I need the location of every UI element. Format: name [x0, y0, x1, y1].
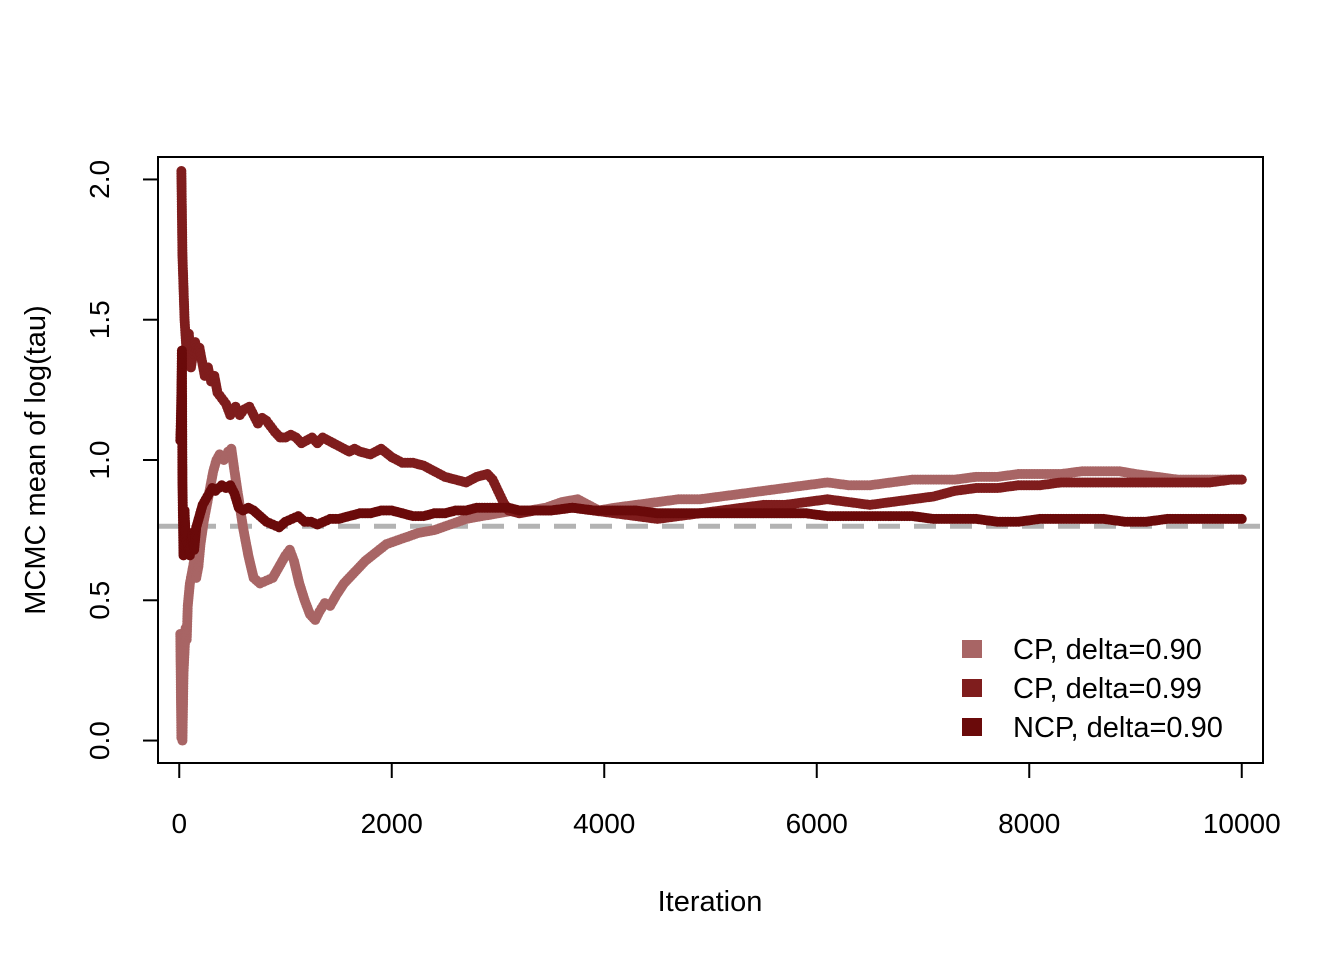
y-tick-label: 1.0: [84, 441, 115, 480]
x-tick-label: 10000: [1203, 808, 1281, 839]
legend-label: CP, delta=0.90: [1013, 634, 1202, 666]
y-tick-label: 0.0: [84, 721, 115, 760]
x-tick-label: 4000: [573, 808, 635, 839]
x-tick-label: 8000: [998, 808, 1060, 839]
legend-label: CP, delta=0.99: [1013, 673, 1202, 705]
legend: CP, delta=0.90 CP, delta=0.99 NCP, delta=0…: [962, 634, 1223, 744]
x-tick-label: 0: [171, 808, 187, 839]
legend-swatch: [962, 640, 982, 658]
data-point: [1236, 474, 1247, 485]
legend-label: NCP, delta=0.90: [1013, 712, 1223, 744]
x-tick-label: 6000: [786, 808, 848, 839]
y-tick-label: 2.0: [84, 160, 115, 199]
series-1: [175, 443, 1247, 746]
y-axis-title: MCMC mean of log(tau): [20, 305, 52, 614]
series-3: [175, 345, 1247, 561]
y-tick-label: 0.5: [84, 581, 115, 620]
data-point: [1236, 513, 1247, 524]
legend-swatch: [962, 718, 982, 736]
y-tick-label: 1.5: [84, 300, 115, 339]
x-axis: 0 2000 4000 6000 8000 10000: [171, 762, 1281, 839]
legend-swatch: [962, 679, 982, 697]
series-group: [175, 166, 1247, 746]
y-axis: 0.0 0.5 1.0 1.5 2.0: [84, 160, 159, 760]
x-axis-title: Iteration: [658, 886, 763, 918]
x-tick-label: 2000: [361, 808, 423, 839]
